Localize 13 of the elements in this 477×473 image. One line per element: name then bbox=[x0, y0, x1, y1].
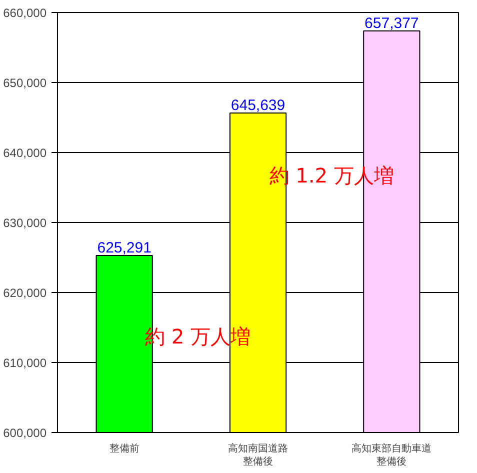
y-tick-label: 650,000 bbox=[3, 76, 47, 90]
x-tick-label: 高知東部自動車道整備後 bbox=[352, 442, 432, 468]
x-tick-label: 整備前 bbox=[109, 442, 140, 454]
y-tick-label: 620,000 bbox=[3, 286, 47, 300]
y-tick-label: 640,000 bbox=[3, 146, 47, 160]
y-tick-label: 600,000 bbox=[3, 426, 47, 440]
data-label: 625,291 bbox=[97, 239, 152, 256]
x-tick-label: 高知南国道路整備後 bbox=[228, 442, 288, 468]
data-label: 657,377 bbox=[364, 14, 419, 32]
y-tick-label: 660,000 bbox=[3, 6, 47, 20]
data-label: 645,639 bbox=[230, 97, 286, 114]
y-tick-label: 610,000 bbox=[3, 356, 47, 370]
y-tick-label: 630,000 bbox=[3, 216, 47, 230]
